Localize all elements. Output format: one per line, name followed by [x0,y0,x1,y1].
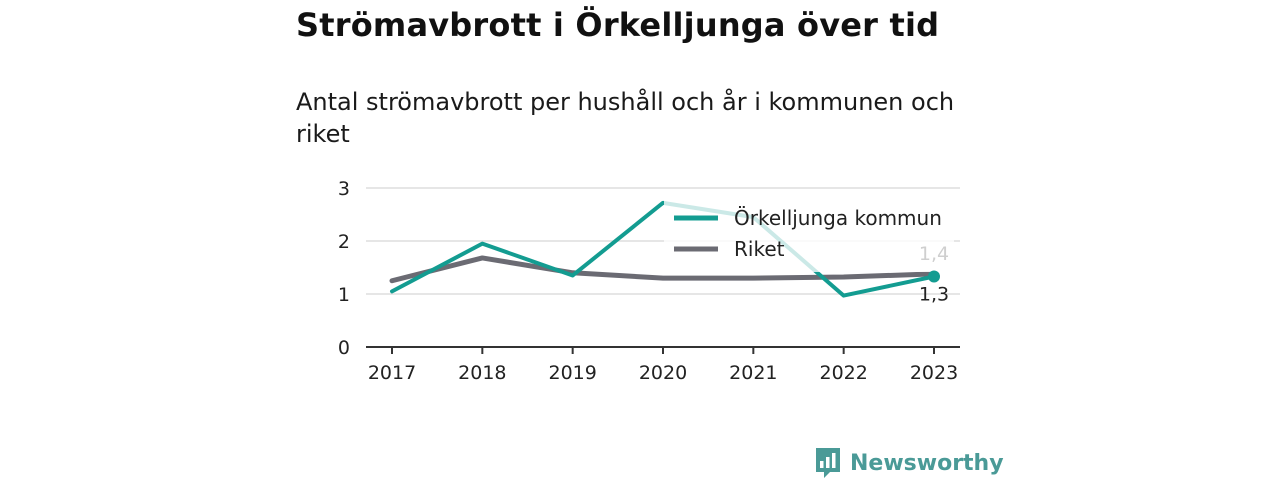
y-tick-label: 3 [338,178,350,200]
x-tick-label: 2018 [458,362,506,384]
chart-title: Strömavbrott i Örkelljunga över tid [296,6,940,44]
x-tick-label: 2022 [819,362,867,384]
y-tick-label: 1 [338,284,350,306]
y-tick-label: 0 [338,337,350,359]
y-tick-label: 2 [338,231,350,253]
chart-subtitle: Antal strömavbrott per hushåll och år i … [296,88,955,148]
newsworthy-brand[interactable]: Newsworthy [814,446,1004,480]
x-tick-label: 2023 [910,362,958,384]
legend-label: Örkelljunga kommun [734,206,942,230]
end-point-marker [928,270,940,283]
x-tick-label: 2021 [729,362,777,384]
series-line [390,200,936,298]
x-tick-label: 2019 [548,362,596,384]
bar-chart-logo-icon [816,448,840,478]
end-value-label: 1,3 [919,284,949,306]
legend-background [664,198,954,272]
legend-label: Riket [734,237,785,261]
x-tick-label: 2020 [639,362,687,384]
brand-name: Newsworthy [850,450,1004,476]
series-line [389,255,937,284]
x-tick-label: 2017 [368,362,416,384]
end-value-label: 1,4 [919,243,949,265]
